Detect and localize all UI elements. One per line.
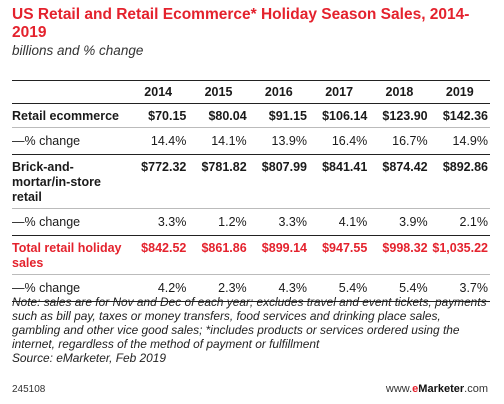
table-row: Retail ecommerce $70.15 $80.04 $91.15 $1… (12, 104, 490, 128)
table-row: —% change 3.3% 1.2% 3.3% 4.1% 3.9% 2.1% (12, 208, 490, 236)
table-cell: $123.90 (382, 109, 428, 123)
column-header: 2018 (369, 80, 430, 104)
table-cell: 14.1% (188, 127, 249, 155)
table-row: Brick-and-mortar/in-store retail $772.32… (12, 154, 490, 209)
source-text: Source: eMarketer, Feb 2019 (12, 351, 167, 365)
chart-subtitle: billions and % change (12, 43, 144, 58)
table-cell: 4.2% (128, 274, 189, 302)
table-cell: 3.3% (248, 208, 309, 236)
table-cell: $91.15 (268, 109, 307, 123)
table-cell: $899.14 (248, 235, 309, 275)
column-header: 2019 (429, 80, 490, 104)
table-row: —% change 14.4% 14.1% 13.9% 16.4% 16.7% … (12, 127, 490, 155)
table-cell: 14.4% (128, 127, 189, 155)
table-cell: 2.1% (429, 208, 490, 236)
data-table: 2014 2015 2016 2017 2018 2019 Retail eco… (12, 80, 490, 302)
column-header: 2014 (128, 80, 189, 104)
chart-note: Note: sales are for Nov and Dec of each … (12, 295, 488, 365)
table-cell: 5.4% (308, 274, 370, 302)
brand-prefix: www. (385, 383, 413, 395)
table-cell: $892.86 (429, 154, 490, 209)
chart-footer: 245108 www.eMarketer.com (12, 383, 488, 398)
table-cell: $841.41 (308, 154, 370, 209)
table-cell: $874.42 (369, 154, 430, 209)
table-cell: $772.32 (128, 154, 189, 209)
table-cell: 16.7% (369, 127, 430, 155)
chart-id: 245108 (12, 384, 46, 395)
table-cell: 3.7% (429, 274, 490, 302)
table-cell: 3.9% (369, 208, 430, 236)
brand-logo: www.eMarketer.com (386, 383, 488, 395)
table-cell: 4.3% (248, 274, 309, 302)
table-cell: $842.52 (128, 235, 189, 275)
chart-title: US Retail and Retail Ecommerce* Holiday … (12, 6, 470, 41)
table-cell: 2.3% (188, 274, 249, 302)
brand-suffix: .com (464, 383, 488, 395)
table-row: Total retail holiday sales $842.52 $861.… (12, 235, 490, 275)
table-cell: $807.99 (248, 154, 309, 209)
row-label: Total retail holiday sales (12, 235, 129, 275)
table-cell: 1.2% (188, 208, 249, 236)
brand-e: e (412, 383, 419, 395)
table-cell: 5.4% (369, 274, 430, 302)
column-header: 2017 (308, 80, 370, 104)
row-label: —% change (12, 127, 129, 155)
header-row: 2014 2015 2016 2017 2018 2019 (12, 80, 490, 104)
table-cell: 13.9% (248, 127, 309, 155)
row-label: Retail ecommerce (12, 109, 120, 123)
table-cell: 14.9% (429, 127, 490, 155)
table-cell: $998.32 (369, 235, 430, 275)
column-header: 2015 (188, 80, 249, 104)
table-cell: $142.36 (442, 109, 488, 123)
table-cell: $80.04 (208, 109, 247, 123)
table-cell: $1,035.22 (429, 235, 490, 275)
table-cell: $861.86 (188, 235, 249, 275)
table-cell: $781.82 (188, 154, 249, 209)
row-label: —% change (12, 208, 129, 236)
table-cell: $947.55 (308, 235, 370, 275)
brand-name: Marketer (418, 383, 465, 395)
header-corner (12, 80, 129, 104)
row-label: —% change (12, 274, 129, 302)
column-header: 2016 (248, 80, 309, 104)
row-label: Brick-and-mortar/in-store retail (12, 154, 129, 209)
table-cell: $70.15 (148, 109, 187, 123)
table-row: —% change 4.2% 2.3% 4.3% 5.4% 5.4% 3.7% (12, 274, 490, 302)
table-cell: 3.3% (128, 208, 189, 236)
table-cell: 4.1% (308, 208, 370, 236)
table-cell: $106.14 (322, 109, 368, 123)
note-text: Note: sales are for Nov and Dec of each … (12, 295, 487, 351)
table-cell: 16.4% (308, 127, 370, 155)
